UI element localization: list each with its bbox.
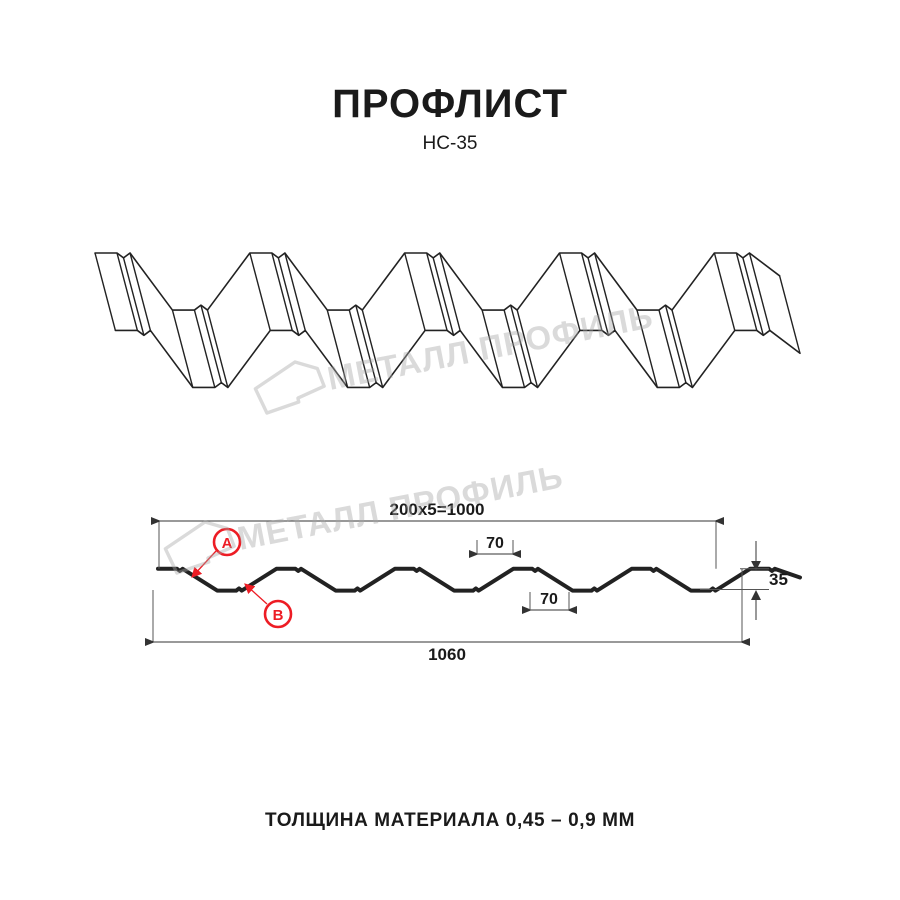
svg-text:МЕТАЛЛ ПРОФИЛЬ: МЕТАЛЛ ПРОФИЛЬ (324, 297, 656, 396)
svg-text:МЕТАЛЛ ПРОФИЛЬ: МЕТАЛЛ ПРОФИЛЬ (234, 457, 566, 556)
